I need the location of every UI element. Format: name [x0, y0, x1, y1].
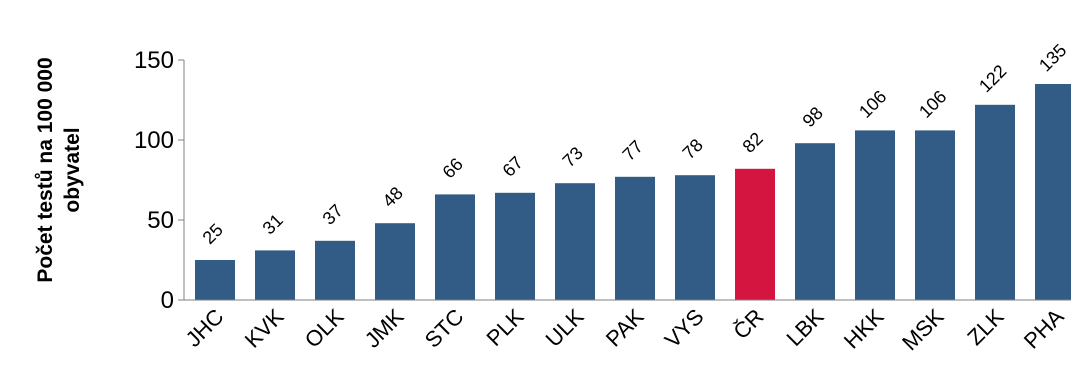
- data-label: 106: [855, 86, 890, 121]
- data-label: 98: [799, 103, 827, 131]
- bar: [375, 223, 415, 300]
- data-label: 48: [379, 183, 407, 211]
- y-tick-label: 0: [161, 287, 174, 314]
- category-label: ČR: [728, 304, 768, 344]
- bars: [195, 84, 1071, 300]
- bar: [435, 194, 475, 300]
- data-label: 78: [679, 135, 707, 163]
- data-label: 135: [1035, 40, 1070, 75]
- data-label: 122: [975, 61, 1010, 96]
- data-label: 66: [439, 154, 467, 182]
- bar: [615, 176, 655, 300]
- y-tick-label: 50: [147, 207, 174, 234]
- y-axis-title-line-2: obyvatel: [61, 127, 84, 212]
- y-tick-label: 100: [134, 127, 174, 154]
- category-label: MSK: [897, 304, 949, 356]
- bar: [315, 240, 355, 300]
- y-axis-title: Počet testů na 100 000 obyvatel: [34, 57, 84, 282]
- data-label: 37: [319, 200, 347, 228]
- category-label: PHA: [1019, 304, 1069, 354]
- data-label: 82: [739, 128, 767, 156]
- category-label: PLK: [481, 304, 528, 351]
- bar: [735, 168, 775, 300]
- bar: [675, 175, 715, 300]
- bar: [975, 104, 1015, 300]
- y-axis-title-line-1: Počet testů na 100 000: [34, 57, 57, 282]
- data-label: 106: [915, 86, 950, 121]
- y-tick-label: 150: [134, 47, 174, 74]
- category-label: JMK: [360, 304, 409, 353]
- category-label: PAK: [601, 304, 649, 352]
- category-label: LBK: [781, 304, 828, 351]
- category-label: ULK: [541, 304, 589, 352]
- bar: [495, 192, 535, 300]
- data-label: 31: [259, 210, 287, 238]
- bar: [195, 260, 235, 300]
- bar: [555, 183, 595, 300]
- bar: [915, 130, 955, 300]
- y-axis-ticks: 0 50 100 150: [134, 47, 184, 314]
- category-label: JHC: [181, 304, 229, 352]
- category-label: KVK: [240, 304, 289, 353]
- bar: [795, 143, 835, 300]
- category-label: OLK: [300, 304, 349, 353]
- data-label: 77: [619, 136, 647, 164]
- category-label: HKK: [839, 304, 889, 354]
- bar: [255, 250, 295, 300]
- bar: [1035, 84, 1071, 300]
- data-label: 73: [559, 143, 587, 171]
- category-label: VYS: [660, 304, 709, 353]
- bar: [855, 130, 895, 300]
- category-label: ZLK: [962, 304, 1008, 350]
- x-axis-category-labels: JHC KVK OLK JMK STC PLK ULK PAK VYS ČR LBK HKK MSK ZL…: [181, 304, 1069, 356]
- data-label: 25: [199, 220, 227, 248]
- category-label: STC: [420, 304, 469, 353]
- data-label: 67: [499, 152, 527, 180]
